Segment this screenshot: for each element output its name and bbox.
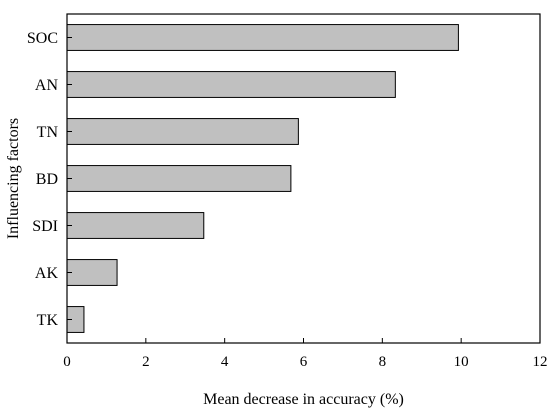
x-tick-label: 12 — [533, 354, 548, 370]
category-label-soc: SOC — [27, 30, 58, 47]
bar-sdi — [66, 212, 205, 239]
x-tick-label: 0 — [63, 354, 71, 370]
category-label-ak: AK — [35, 265, 59, 282]
bar-soc — [66, 24, 459, 51]
x-tick-label: 10 — [454, 354, 469, 370]
bar-tn — [66, 118, 299, 145]
x-tick-label: 8 — [379, 354, 387, 370]
x-axis-label: Mean decrease in accuracy (%) — [203, 391, 404, 408]
category-label-bd: BD — [36, 171, 58, 188]
labels-layer: SOC AN TN BD SDI AK TK 0 2 4 6 8 10 12 — [27, 30, 548, 370]
ticks-layer — [66, 37, 541, 343]
bar-ak — [66, 259, 118, 286]
x-tick-label: 4 — [221, 354, 229, 370]
y-axis-label: Influencing factors — [5, 118, 22, 239]
category-label-tk: TK — [37, 312, 59, 329]
bars-layer — [66, 24, 459, 333]
category-label-an: AN — [35, 77, 59, 94]
x-tick-label: 6 — [300, 354, 308, 370]
bar-bd — [66, 165, 292, 192]
category-label-sdi: SDI — [32, 218, 58, 235]
bar-an — [66, 71, 396, 98]
x-tick-label: 2 — [142, 354, 150, 370]
category-label-tn: TN — [37, 124, 59, 141]
